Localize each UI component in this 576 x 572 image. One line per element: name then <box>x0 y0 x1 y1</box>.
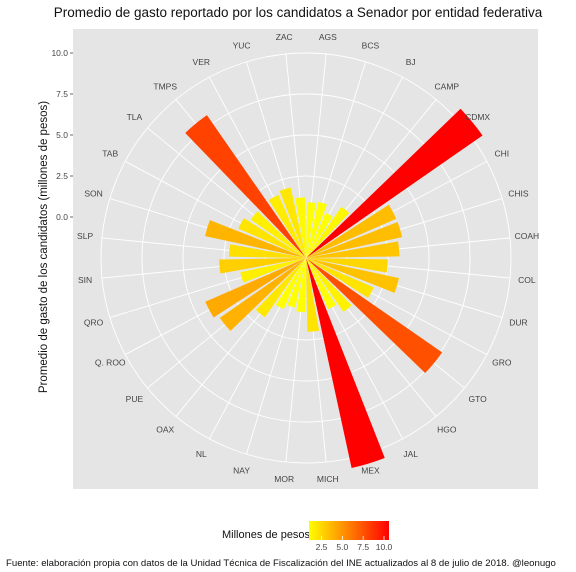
bar-tmps <box>185 115 306 258</box>
state-label: VER <box>193 57 210 67</box>
bar-hgo <box>306 258 352 312</box>
legend-ticks: 2.5 5.0 7.5 10.0 <box>316 536 393 552</box>
grid-circle <box>182 134 430 382</box>
y-tick-label: 5.0 <box>56 130 68 140</box>
y-axis-label: Promedio de gasto de los candidatos (mil… <box>38 101 50 393</box>
color-legend: Millones de pesos 2.5 5.0 7.5 10.0 <box>222 521 393 552</box>
state-label: CDMX <box>465 112 490 122</box>
bar-bcs <box>306 201 328 258</box>
bar-pue <box>219 258 306 331</box>
state-label: DUR <box>509 317 527 327</box>
state-label: SON <box>84 189 102 199</box>
bar-chis <box>306 221 403 258</box>
grid-circle <box>264 216 348 300</box>
state-label: NL <box>196 449 207 459</box>
state-label: COAH <box>515 231 540 241</box>
state-label: CAMP <box>435 81 460 91</box>
state-label: TMPS <box>153 81 177 91</box>
bars <box>185 108 483 468</box>
bar-camp <box>306 206 350 258</box>
bar-qroo <box>205 258 306 318</box>
state-label: MICH <box>317 474 339 484</box>
state-label: AGS <box>319 32 337 42</box>
bar-oax <box>255 258 306 318</box>
state-label: TLA <box>127 112 143 122</box>
state-label: PUE <box>126 394 144 404</box>
bar-mor <box>296 258 306 313</box>
state-label: MOR <box>274 474 294 484</box>
legend-title: Millones de pesos <box>222 529 311 541</box>
state-label: SLP <box>77 231 93 241</box>
state-label: CHI <box>494 148 509 158</box>
state-label: SIN <box>78 275 92 285</box>
bar-bj <box>306 212 333 258</box>
state-label: QRO <box>84 317 104 327</box>
bar-son <box>205 220 306 258</box>
y-tick-label: 0.0 <box>56 212 68 222</box>
state-label: TAB <box>102 148 118 158</box>
bar-col <box>306 258 388 273</box>
bar-qro <box>240 258 306 283</box>
grid-circle <box>223 175 389 341</box>
legend-tick-label: 2.5 <box>316 542 328 552</box>
grid-circle <box>141 93 471 423</box>
y-tick-label: 2.5 <box>56 171 68 181</box>
state-label: GRO <box>492 358 512 368</box>
legend-tick-label: 7.5 <box>357 542 369 552</box>
state-label: JAL <box>403 449 418 459</box>
bar-mex <box>306 258 385 468</box>
bar-chi <box>306 204 397 258</box>
bar-ags <box>306 202 316 258</box>
chart-title: Promedio de gasto reportado por los cand… <box>54 5 543 20</box>
state-label: YUC <box>233 41 251 51</box>
bar-tla <box>250 211 306 258</box>
state-label: CHIS <box>508 189 529 199</box>
grid-circle <box>100 52 512 464</box>
bar-zac <box>295 197 306 258</box>
state-label: Q. ROO <box>95 358 126 368</box>
bar-nl <box>275 258 306 310</box>
state-label: ZAC <box>276 32 293 42</box>
bar-nay <box>287 258 306 308</box>
bar-slp <box>228 244 306 258</box>
state-label: GTO <box>468 394 487 404</box>
state-label: OAX <box>156 425 174 435</box>
bar-gro <box>306 258 374 298</box>
bar-tab <box>238 218 306 258</box>
bar-yuc <box>279 187 306 258</box>
state-label: MEX <box>361 465 380 475</box>
y-axis-ticks: 10.0 7.5 5.0 2.5 0.0 <box>51 48 73 222</box>
state-labels: AGS BCS BJ CAMP CDMX CHI CHIS COAH COL DUR GRO GTO H… <box>77 32 539 484</box>
caption: Fuente: elaboración propia con datos de … <box>6 558 556 569</box>
bar-sin <box>219 258 306 274</box>
y-tick-label: 7.5 <box>56 89 68 99</box>
state-label: COL <box>518 275 536 285</box>
bar-ver <box>268 194 306 258</box>
legend-tick-label: 5.0 <box>336 542 348 552</box>
y-tick-label: 10.0 <box>51 48 68 58</box>
legend-tick-label: 10.0 <box>376 542 393 552</box>
state-label: HGO <box>437 425 457 435</box>
bar-gto <box>306 258 443 374</box>
bar-mich <box>306 258 320 332</box>
legend-colorbar <box>309 521 389 540</box>
state-label: BCS <box>362 41 380 51</box>
state-label: NAY <box>233 465 250 475</box>
bar-dur <box>306 258 399 293</box>
bar-coah <box>306 241 400 258</box>
bar-cdmx <box>306 108 483 258</box>
state-label: BJ <box>406 57 416 67</box>
bar-jal <box>306 258 337 310</box>
